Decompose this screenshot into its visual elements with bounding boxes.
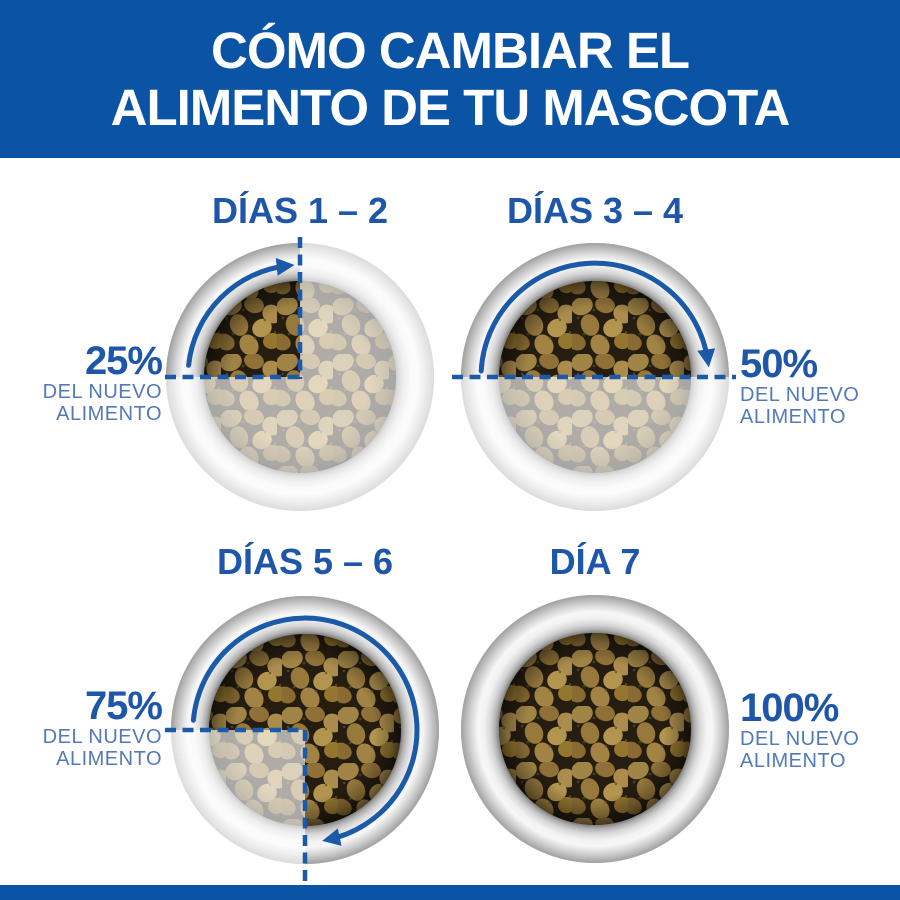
stage-4-percent-label: 100% DEL NUEVO ALIMENTO — [740, 688, 892, 773]
stage-4-title: DÍA 7 — [549, 541, 641, 582]
stage-4-bowl-illustration — [460, 594, 730, 864]
stage-3-bowl-illustration — [165, 595, 440, 881]
stage-1-percent-label: 25% DEL NUEVO ALIMENTO — [10, 339, 163, 426]
percent-value: 50% — [740, 342, 818, 386]
stage-3-title: DÍAS 5 – 6 — [216, 541, 394, 582]
old-food-faded-area — [170, 730, 305, 865]
header-title-line1: CÓMO CAMBIAR EL — [211, 21, 690, 79]
percent-caption-line1: DEL NUEVO — [42, 381, 162, 403]
stage-2-percent-label: 50% DEL NUEVO ALIMENTO — [740, 344, 892, 429]
progress-arc-arrow — [186, 257, 295, 368]
progress-arc-arrow — [478, 260, 716, 374]
stage-3-percent-label: 75% DEL NUEVO ALIMENTO — [10, 684, 163, 771]
footer-bar — [0, 885, 900, 900]
percent-value: 100% — [740, 686, 839, 730]
stage-1-bowl-illustration — [165, 237, 435, 512]
percent-caption-line2: ALIMENTO — [740, 406, 846, 429]
percent-value: 75% — [84, 684, 163, 728]
stage-2-title: DÍAS 3 – 4 — [506, 190, 684, 231]
header-banner: CÓMO CAMBIAR EL ALIMENTO DE TU MASCOTA — [0, 0, 900, 158]
stage-1-title: DÍAS 1 – 2 — [211, 190, 389, 231]
header-title-line2: ALIMENTO DE TU MASCOTA — [110, 79, 791, 136]
percent-caption-line1: DEL NUEVO — [42, 726, 162, 748]
percent-caption-line1: DEL NUEVO — [740, 728, 860, 750]
stage-2-bowl-illustration — [452, 242, 736, 512]
percent-caption-line1: DEL NUEVO — [740, 384, 860, 406]
progress-arc-arrow — [190, 615, 420, 846]
percent-caption-line2: ALIMENTO — [56, 748, 162, 771]
percent-value: 25% — [84, 339, 163, 383]
percent-caption-line2: ALIMENTO — [740, 750, 846, 773]
old-food-faded-area — [460, 377, 730, 512]
percent-caption-line2: ALIMENTO — [56, 403, 162, 426]
